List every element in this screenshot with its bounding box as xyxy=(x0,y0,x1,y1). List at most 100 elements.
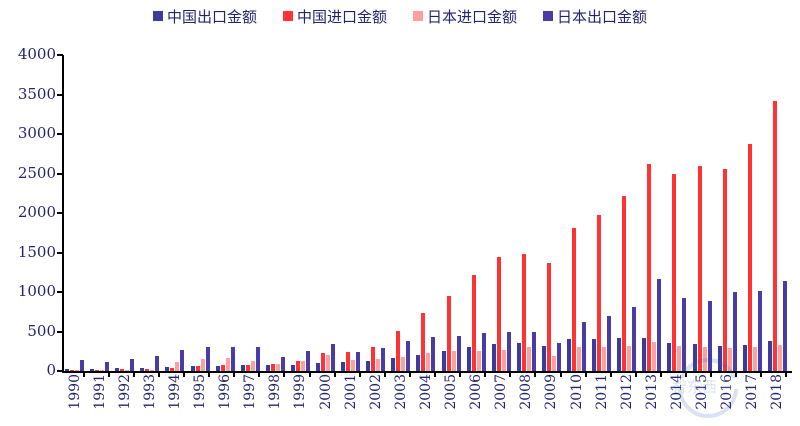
bar xyxy=(265,365,270,371)
y-tick xyxy=(57,330,63,333)
bar xyxy=(572,228,577,371)
bar-group xyxy=(441,55,467,371)
x-tick-label: 2006 xyxy=(468,374,485,410)
x-tick-label: 2001 xyxy=(342,374,359,410)
bar xyxy=(205,347,210,371)
bar xyxy=(175,362,180,371)
legend-swatch-icon xyxy=(152,11,163,21)
bar-group xyxy=(165,55,190,371)
x-tick xyxy=(208,371,211,377)
x-tick xyxy=(283,371,286,377)
x-tick xyxy=(107,371,110,377)
x-tick-label: 2012 xyxy=(618,374,635,410)
bar-group xyxy=(391,55,416,371)
bar xyxy=(747,144,752,371)
bar xyxy=(321,352,326,371)
x-tick-label: 2000 xyxy=(317,374,334,410)
bar xyxy=(722,168,727,371)
bar xyxy=(341,362,346,371)
x-tick-label: 1991 xyxy=(91,374,108,410)
bar xyxy=(421,312,426,371)
x-tick-label: 2013 xyxy=(643,374,660,410)
bar xyxy=(647,164,652,371)
legend-item-3[interactable]: 日本出口金额 xyxy=(543,6,647,27)
bar xyxy=(466,346,471,371)
x-tick xyxy=(333,371,336,377)
x-tick xyxy=(509,371,512,377)
bar xyxy=(401,357,406,371)
x-tick xyxy=(484,371,487,377)
legend-label: 中国出口金额 xyxy=(166,7,257,26)
bar xyxy=(592,338,597,371)
x-tick-label: 1995 xyxy=(192,374,209,410)
bar-group xyxy=(642,55,667,371)
bar xyxy=(521,254,526,371)
bar xyxy=(416,355,421,371)
x-tick-label: 2015 xyxy=(694,374,711,410)
bar xyxy=(657,278,662,371)
bar xyxy=(331,344,336,371)
bar xyxy=(326,355,331,371)
legend-swatch-icon xyxy=(543,11,554,21)
bar xyxy=(446,295,451,371)
x-tick xyxy=(408,371,411,377)
legend-item-0[interactable]: 中国出口金额 xyxy=(152,6,257,27)
x-tick-label: 2016 xyxy=(719,374,736,410)
bar-group xyxy=(115,55,140,371)
bar xyxy=(607,315,612,371)
bar xyxy=(220,364,225,371)
x-tick xyxy=(685,371,688,377)
bar xyxy=(90,368,95,371)
x-tick-label: 2008 xyxy=(518,374,535,410)
legend-item-2[interactable]: 日本进口金额 xyxy=(413,6,517,27)
bar xyxy=(180,350,185,371)
bar xyxy=(426,352,431,371)
x-axis-line xyxy=(62,371,792,373)
bar xyxy=(165,367,170,371)
bar xyxy=(371,346,376,371)
bar xyxy=(742,344,747,371)
bar xyxy=(567,339,572,371)
bar xyxy=(195,366,200,371)
bar xyxy=(300,360,305,371)
x-tick xyxy=(659,371,662,377)
x-tick-label: 1992 xyxy=(116,374,133,410)
bar xyxy=(707,301,712,371)
bar xyxy=(65,369,69,371)
bar-group xyxy=(140,55,165,371)
bar xyxy=(526,347,531,371)
bar xyxy=(642,337,647,371)
bar xyxy=(677,345,682,371)
bar xyxy=(577,347,582,371)
legend-item-1[interactable]: 中国进口金额 xyxy=(282,6,387,27)
bar-group xyxy=(416,55,441,371)
bar xyxy=(602,346,607,371)
x-tick xyxy=(383,371,386,377)
bar xyxy=(381,348,386,371)
bar xyxy=(200,359,205,371)
x-tick xyxy=(182,371,185,377)
y-tick-label: 2000 xyxy=(17,203,56,221)
bar xyxy=(245,364,250,371)
bar xyxy=(582,322,587,371)
x-tick xyxy=(710,371,713,377)
x-tick xyxy=(157,371,160,377)
y-tick-label: 3000 xyxy=(17,124,56,142)
x-tick xyxy=(534,371,537,377)
bar xyxy=(190,366,195,371)
bar xyxy=(627,345,632,371)
bar xyxy=(391,358,396,371)
x-tick-label: 2010 xyxy=(568,374,585,410)
bar xyxy=(506,332,511,371)
bar-group xyxy=(767,55,793,371)
bar xyxy=(541,345,546,371)
bar xyxy=(130,359,135,371)
x-axis-labels: 1990 1991 1992 1993 1994 1995 1996 1997 1998 1999… xyxy=(62,374,792,426)
bar xyxy=(140,367,145,371)
bar xyxy=(451,351,456,371)
bar xyxy=(597,215,602,371)
bar xyxy=(682,297,687,371)
x-tick xyxy=(735,371,738,377)
bar xyxy=(556,343,561,371)
